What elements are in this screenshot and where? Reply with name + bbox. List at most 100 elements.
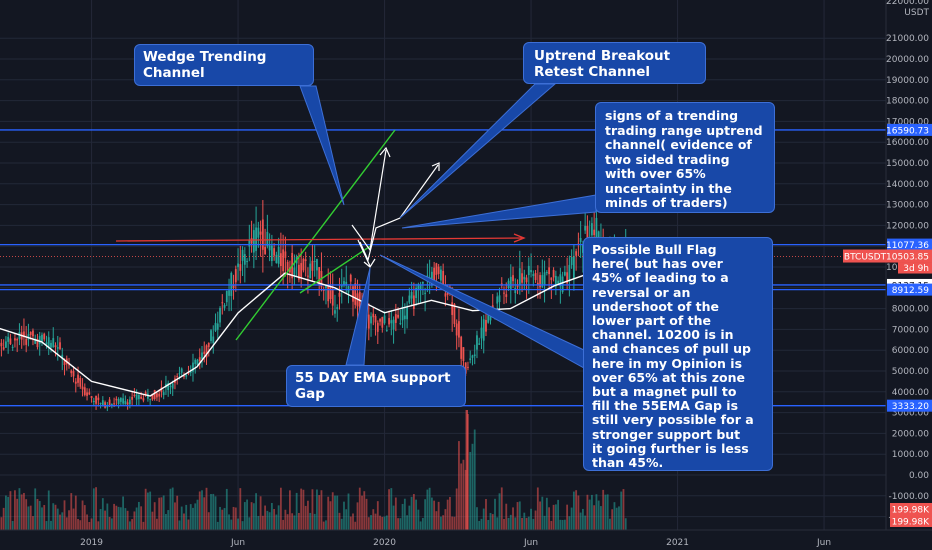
candle-body [221,302,224,304]
volume-bar [444,509,447,530]
candle-body [421,281,424,284]
volume-bar [363,491,366,530]
candle-body [349,274,352,282]
candle-body [34,338,37,344]
candle-body [268,245,271,251]
candle-body [548,267,550,275]
volume-bar [336,495,339,530]
volume-bar [480,518,483,530]
volume-bar [23,492,25,530]
candle-body [47,337,50,348]
volume-bar [615,507,618,530]
volume-bar [284,509,287,530]
volume-bar [160,497,163,530]
volume-bar [286,514,289,530]
price-tick-label: 17000.00 [886,117,929,127]
volume-bar [52,503,55,530]
volume-bar [394,497,397,530]
candle-body [298,264,300,280]
candle-body [248,240,251,247]
candle-body [336,307,339,309]
volume-bar [65,517,68,530]
candle-body [453,303,456,324]
volume-bar [147,492,149,530]
price-tick-label: 21000.00 [886,34,929,44]
candle-body [532,274,535,276]
volume-bar [61,512,64,530]
volume-bar [320,490,323,530]
volume-bar [7,496,10,530]
volume-bar [16,498,19,530]
candle-body [579,237,582,242]
volume-bar [167,510,170,530]
candle-body [192,362,194,372]
candle-body [270,245,273,262]
candle-body [554,275,557,287]
volume-bar [34,488,37,530]
volume-bar [354,521,357,530]
volume-bar [417,509,420,530]
volume-bar [509,514,512,530]
volume-bar [11,520,14,530]
volume-bar [496,517,499,530]
volume-bar [243,502,246,530]
candle-body [219,307,221,323]
time-axis[interactable]: Jun2019Jun2020Jun2021Jun2022Jun2023Jun20… [0,538,932,548]
volume-bar [203,497,206,530]
candle-body [293,267,296,275]
volume-bar [451,516,454,530]
candle-body [277,246,280,264]
volume-bar [68,510,70,530]
candle-body [196,359,199,366]
candle-body [541,275,544,287]
volume-bar [47,490,50,530]
volume-bar [421,517,424,530]
time-tick-label: Jun [523,538,538,548]
volume-bar [113,503,115,530]
candle-body [169,385,172,387]
volume-bar [77,518,79,530]
volume-bar [101,498,104,530]
candle-body [122,398,125,404]
volume-bar [588,499,591,530]
volume-bar [36,498,39,530]
volume-bar [45,521,48,530]
candle-body [557,280,560,284]
volume-bar [397,518,399,530]
candle-body [104,402,106,408]
price-tick-label: 13000.00 [886,201,929,211]
volume-bar [2,507,5,530]
volume-bar [358,487,361,530]
candle-body [0,342,3,347]
resistance-arrow-head [513,233,526,243]
volume-bar [131,519,134,530]
volume-bar [174,502,176,530]
volume-bar [288,490,291,530]
candle-body [9,338,12,345]
volume-bar [255,493,257,530]
volume-bar [79,520,82,530]
candle-body [595,217,598,243]
volume-bar [162,495,165,530]
volume-bar [261,515,264,530]
time-tick-label: 2019 [80,538,103,548]
candle-body [79,377,82,387]
volume-bar [264,505,267,530]
price-tick-label: -1000.00 [889,492,930,502]
volume-bar [372,509,375,530]
candle-body [469,358,472,361]
trend-drawings[interactable] [115,129,526,341]
candle-body [50,342,52,348]
volume-bar-spike [465,410,468,530]
volume-bar [246,499,248,530]
candle-body [110,404,113,406]
price-tag: 10503.85 [886,253,929,263]
price-tick-label: 20000.00 [886,55,929,65]
candle-body [70,370,73,374]
candle-body [279,253,282,267]
volume-bar [234,507,237,530]
candle-body [189,371,192,373]
callout-wedge-channel: Wedge Trending Channel [134,44,314,86]
pointer-uptrend-breakout [399,83,557,219]
volume-bar [591,494,593,530]
